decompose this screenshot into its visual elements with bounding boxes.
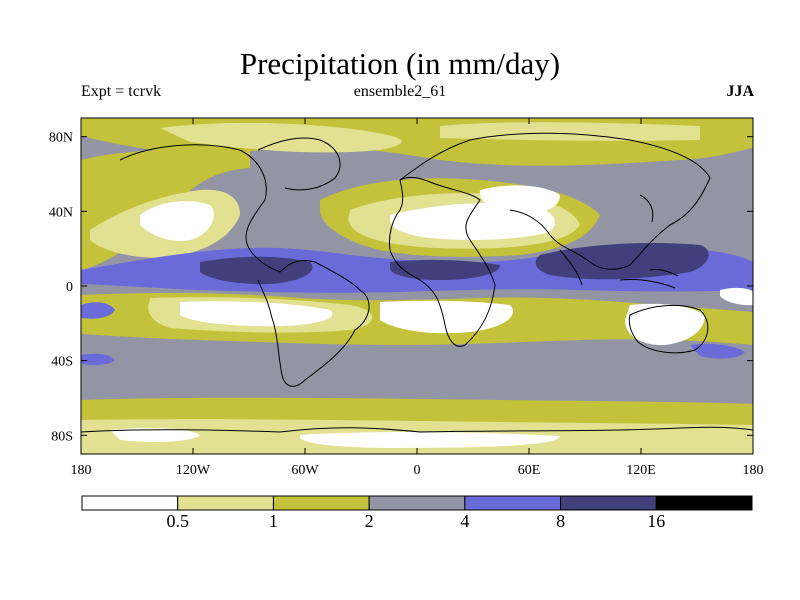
coast-africa xyxy=(389,176,496,347)
colorbar-label: 4 xyxy=(460,511,470,531)
colorbar-swatch xyxy=(464,495,562,511)
x-tick-label: 60W xyxy=(291,463,319,478)
colorbar-swatch xyxy=(368,495,466,511)
colorbar-swatch xyxy=(272,495,370,511)
coast-indonesia xyxy=(619,269,679,289)
coast-greenland xyxy=(257,137,341,191)
antarctic-dry-2 xyxy=(300,432,560,448)
experiment-label: Expt = tcrvk xyxy=(81,83,162,100)
y-tick-label: 40N xyxy=(49,205,73,220)
y-tick-label: 40S xyxy=(51,355,73,370)
central-pacific-dry xyxy=(720,287,753,306)
arabia-dry xyxy=(479,185,560,214)
coast-australia xyxy=(628,305,709,354)
southern-storm-track xyxy=(81,345,753,395)
axis-tick-labels: 180 120W 60W 0 60E 120E 180 80N 40N 0 40S 80S xyxy=(49,131,764,478)
x-tick-label: 120E xyxy=(626,463,656,478)
coast-antarctica xyxy=(81,426,753,433)
coast-japan xyxy=(639,194,654,223)
y-tick-label: 80S xyxy=(51,429,73,444)
coast-india xyxy=(559,249,583,286)
antarctic-dry-1 xyxy=(110,427,200,443)
x-tick-label: 180 xyxy=(743,463,764,478)
itcz-core-americas xyxy=(200,256,313,285)
itcz-core-asia xyxy=(535,243,709,280)
x-tick-label: 180 xyxy=(71,463,92,478)
coastlines xyxy=(81,132,753,433)
colorbar-label: 16 xyxy=(647,511,666,531)
colorbar-swatch xyxy=(81,495,179,511)
south-atlantic-dry-core xyxy=(380,300,514,334)
arctic-light-region xyxy=(160,122,402,153)
x-tick-label: 0 xyxy=(414,463,421,478)
axis-ticks xyxy=(80,118,754,454)
siberia-light-region xyxy=(440,122,700,141)
south-pacific-moist xyxy=(81,302,115,319)
colorbar-swatch xyxy=(177,495,274,511)
colorbar-label: 1 xyxy=(268,511,278,531)
coast-americas xyxy=(119,144,370,387)
tasman-moist xyxy=(690,343,745,359)
colorbar-label: 8 xyxy=(556,511,566,531)
colorbar xyxy=(81,495,753,511)
map-title: Precipitation (in mm/day) xyxy=(239,46,561,81)
y-tick-label: 0 xyxy=(66,280,73,295)
x-tick-label: 60E xyxy=(518,463,541,478)
colorbar-label: 0.5 xyxy=(166,511,189,531)
australia-dry-core xyxy=(625,303,705,346)
y-tick-label: 80N xyxy=(49,131,73,146)
south-pacific-moist-2 xyxy=(81,353,115,365)
colorbar-swatch xyxy=(560,495,657,511)
x-tick-label: 120W xyxy=(176,463,211,478)
precip-field xyxy=(81,118,753,454)
ensemble-label: ensemble2_61 xyxy=(353,83,447,100)
itcz-core-africa xyxy=(390,259,500,280)
colorbar-label: 2 xyxy=(364,511,374,531)
colorbar-swatch xyxy=(655,495,753,511)
season-label: JJA xyxy=(726,83,754,100)
south-pacific-dry-core xyxy=(180,301,333,327)
east-pacific-dry-2 xyxy=(140,201,214,241)
coast-eurasia xyxy=(399,132,711,270)
